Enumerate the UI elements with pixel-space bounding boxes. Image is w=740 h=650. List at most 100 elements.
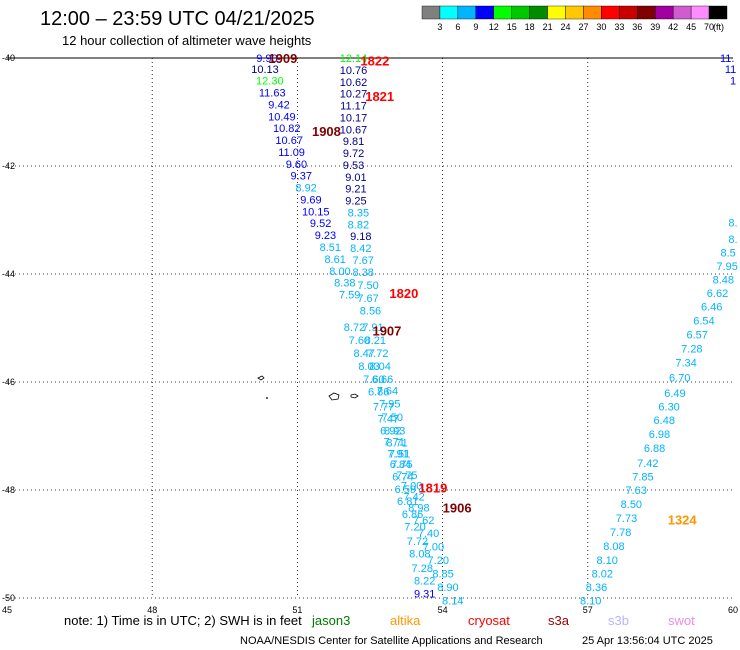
swh-value: 7.60 [363,374,384,386]
swh-value: 10.62 [340,77,368,89]
swh-value: 7.34 [675,358,696,370]
swh-value: 6.62 [707,288,728,300]
swh-value: 6.92 [380,426,401,438]
y-tick-label: -40 [2,53,15,63]
island-outline [328,392,340,401]
colorbar-swatch [565,5,584,20]
swh-value: 7.75 [391,459,412,471]
colorbar-swatch [511,5,530,20]
swh-value: 8.82 [348,219,369,231]
satellite-legend-item: cryosat [468,613,510,628]
swh-value: 7.28 [412,563,433,575]
swh-value: 7.20 [404,522,425,534]
swh-value: 7.67 [353,255,374,267]
swh-value: 7.72 [407,536,428,548]
y-tick-label: -50 [2,593,15,603]
swh-value: 7.78 [610,527,631,539]
colorbar-tick-label: 18 [525,22,535,32]
swh-value: 7.42 [403,491,424,503]
track-time-label: 1822 [360,54,389,69]
grid-lines [7,58,733,599]
swh-value: 11.09 [278,147,305,159]
swh-value: 9.21 [345,184,366,196]
swh-value: 8.93 [384,426,405,438]
swh-value: 9.18 [350,231,371,243]
track-time-labels: 1909 1822 1821 1908 1820 1907 1819 1906 1324 [268,51,697,528]
colorbar-swatch [529,5,548,20]
swh-value: 6.66 [372,374,393,386]
track-time-label: 1820 [389,286,418,301]
swh-value: 7.73 [616,513,637,525]
swh-value: 8.48 [713,274,734,286]
swh-value: 7.71 [383,436,404,448]
island-outline [257,375,265,381]
satellite-legend: jason3 altika cryosat s3a s3b swot [311,613,695,628]
swh-observations: 9.9010.1312.3011.639.4210.4910.8210.6711… [251,53,738,608]
x-tick-label: 51 [292,605,302,615]
swh-value: 8.00 [329,266,350,278]
swh-value: 10.17 [340,112,368,124]
swh-value: 9.72 [343,148,364,160]
swh-value: 6.81 [397,496,418,508]
swh-value: 10.13 [251,64,279,76]
colorbar-swatch [690,5,710,20]
swh-value: 8.21 [365,335,386,347]
swh-value: 8.22 [414,576,435,588]
swh-value: 10.67 [275,135,303,147]
swh-value: 6.98 [649,429,670,441]
track-time-label: 1907 [372,324,401,339]
swh-value: 6.30 [658,401,679,413]
colorbar-tick-label: 42 [668,22,678,32]
swh-value: 7.64 [377,386,398,398]
colorbar-tick-label: 36 [632,22,642,32]
swh-value: 8.98 [408,502,429,514]
swh-value: 7.77 [373,401,394,413]
swh-value: 7.62 [413,515,434,527]
swh-value: 8.08 [603,541,624,553]
colorbar-tick-label: 12 [489,22,499,32]
satellite-legend-item: s3b [608,613,629,628]
swh-value: 8.08 [409,549,430,561]
swh-value: 6.86 [402,509,423,521]
swh-value: 6.88 [644,443,665,455]
track-time-label: 1819 [418,480,447,495]
swh-value: 6.49 [664,388,685,400]
note-text: note: 1) Time is in UTC; 2) SWH is in fe… [64,613,302,628]
colorbar-tick-label: 3 [437,22,442,32]
swh-value: 8.50 [621,499,642,511]
track-time-label: 1909 [268,51,297,66]
credit-text: NOAA/NESDIS Center for Satellite Applica… [240,635,543,647]
colorbar-swatch [655,5,674,20]
satellite-legend-item: swot [668,613,695,628]
swh-value: 6.46 [701,301,722,313]
chart-subtitle: 12 hour collection of altimeter wave hei… [62,33,312,48]
swh-value: 6.59 [395,484,416,496]
note-line: note: 1) Time is in UTC; 2) SWH is in fe… [64,613,302,628]
swh-value: 6.74 [392,472,413,484]
swh-value: 10.27 [340,89,368,101]
swh-value: 8.36 [586,582,607,594]
swh-value: 7.63 [625,485,646,497]
timestamp-text: 25 Apr 13:56:04 UTC 2025 [582,635,713,647]
island-outline [350,393,359,399]
swh-value: 7.47 [378,414,399,426]
swh-value: 8.42 [350,243,371,255]
swh-value: 11. [720,53,734,65]
swh-value: 11.17 [340,101,367,113]
swh-value: 8.92 [295,183,316,195]
y-tick-label: -48 [2,485,15,495]
colorbar-tick-label: 45 [686,22,696,32]
swh-value: 8.51 [320,242,341,254]
swh-value: 7.91 [387,448,408,460]
swh-value: 8.14 [442,596,463,608]
swh-value: 10.76 [340,65,368,77]
swh-value: 8.38 [334,278,355,290]
y-tick-label: -46 [2,377,15,387]
colorbar-tick-label: 30 [596,22,606,32]
swh-value: 8.71 [386,437,407,449]
swh-value: 8.47 [353,348,374,360]
colorbar-legend: 3 6 9 12 15 18 21 24 27 30 33 36 39 42 45 70(ft) [421,5,728,32]
y-tick-label: -44 [2,269,15,279]
colorbar-tick-label: 21 [543,22,553,32]
